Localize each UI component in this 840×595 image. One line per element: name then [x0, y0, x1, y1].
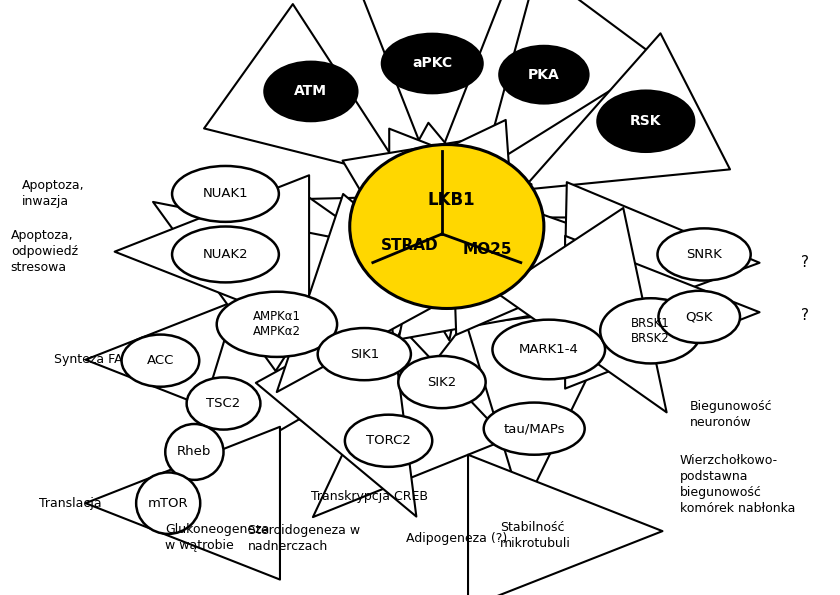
- Text: TSC2: TSC2: [207, 397, 240, 410]
- Ellipse shape: [217, 292, 337, 357]
- Text: ATM: ATM: [294, 84, 328, 98]
- Text: Rheb: Rheb: [177, 446, 212, 458]
- Text: MO25: MO25: [463, 242, 512, 257]
- Text: Apoptoza,
inwazja: Apoptoza, inwazja: [22, 180, 85, 208]
- Circle shape: [165, 424, 223, 480]
- Text: mTOR: mTOR: [148, 497, 188, 510]
- Text: Translacja: Translacja: [39, 497, 102, 510]
- Text: aPKC: aPKC: [412, 57, 452, 70]
- Ellipse shape: [172, 166, 279, 222]
- Ellipse shape: [349, 145, 543, 308]
- Text: TORC2: TORC2: [366, 434, 411, 447]
- Text: Apoptoza,
odpowiedź
stresowa: Apoptoza, odpowiedź stresowa: [11, 229, 78, 274]
- Text: ?: ?: [801, 255, 809, 270]
- Text: Glukoneogeneza
w wątrobie: Glukoneogeneza w wątrobie: [165, 523, 270, 552]
- Text: BRSK1
BRSK2: BRSK1 BRSK2: [632, 317, 670, 345]
- Text: Wierzchołkowo-
podstawna
biegunowość
komórek nabłonka: Wierzchołkowo- podstawna biegunowość kom…: [680, 454, 795, 515]
- Ellipse shape: [122, 334, 199, 387]
- Text: SIK1: SIK1: [349, 347, 379, 361]
- Ellipse shape: [345, 415, 433, 467]
- Text: RSK: RSK: [630, 114, 662, 129]
- Ellipse shape: [484, 403, 585, 455]
- Text: AMPKα1
AMPKα2: AMPKα1 AMPKα2: [253, 311, 301, 339]
- Ellipse shape: [658, 228, 751, 280]
- Text: MARK1-4: MARK1-4: [519, 343, 579, 356]
- Text: Biegunowość
neuronów: Biegunowość neuronów: [690, 400, 772, 429]
- Text: Stabilność
mikrotubuli: Stabilność mikrotubuli: [500, 521, 571, 550]
- Ellipse shape: [381, 34, 483, 93]
- Text: ?: ?: [801, 308, 809, 322]
- Ellipse shape: [492, 320, 605, 379]
- Text: Adipogeneza (?): Adipogeneza (?): [406, 532, 507, 545]
- Ellipse shape: [398, 356, 486, 408]
- Text: SIK2: SIK2: [428, 375, 457, 389]
- Text: STRAD: STRAD: [381, 237, 438, 253]
- Text: Transkrypcja CREB: Transkrypcja CREB: [311, 490, 428, 503]
- Text: LKB1: LKB1: [428, 192, 475, 209]
- Text: NUAK2: NUAK2: [202, 248, 249, 261]
- Ellipse shape: [172, 227, 279, 283]
- Text: QSK: QSK: [685, 311, 713, 323]
- Text: tau/MAPs: tau/MAPs: [503, 422, 565, 435]
- Ellipse shape: [597, 90, 695, 152]
- Text: Synteza FA: Synteza FA: [54, 353, 123, 366]
- Circle shape: [136, 472, 200, 534]
- Ellipse shape: [659, 291, 740, 343]
- Ellipse shape: [186, 377, 260, 430]
- Ellipse shape: [265, 62, 358, 121]
- Ellipse shape: [601, 298, 701, 364]
- Text: NUAK1: NUAK1: [202, 187, 249, 201]
- Ellipse shape: [499, 46, 589, 104]
- Text: SNRK: SNRK: [686, 248, 722, 261]
- Ellipse shape: [318, 328, 411, 380]
- Text: PKA: PKA: [528, 68, 559, 82]
- Text: Steroidogeneza w
nadnerczach: Steroidogeneza w nadnerczach: [248, 524, 360, 553]
- Text: ACC: ACC: [147, 354, 174, 367]
